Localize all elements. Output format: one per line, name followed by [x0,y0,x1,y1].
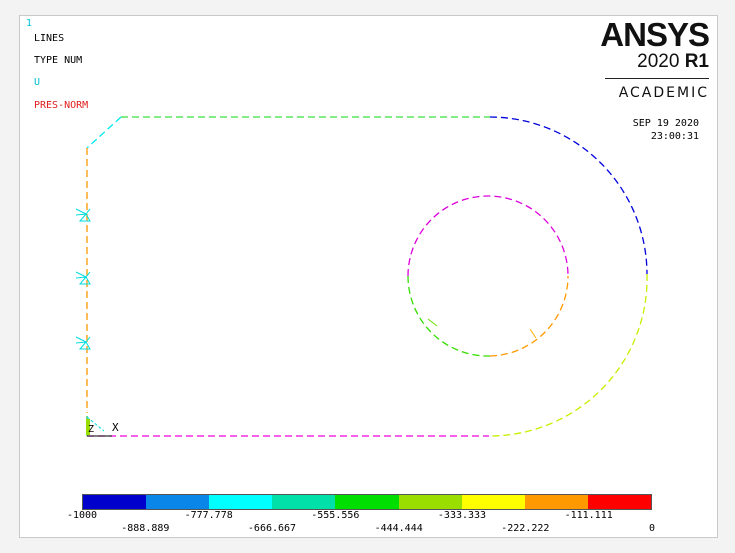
legend-label-top: -555.556 [311,510,360,521]
window-number: 1 [26,18,33,29]
ansys-brand: ANSYS [600,16,710,53]
legend-swatch [524,495,588,509]
model-arc-upper-right [489,116,648,275]
legend-swatch [461,495,525,509]
logo-divider [605,78,709,79]
plot-label-type-num: TYPE NUM [34,55,83,66]
legend-swatch [209,495,273,509]
legend-swatch [272,495,336,509]
triad-x-label: X [112,421,119,434]
legend-label-bottom: 0 [648,523,656,534]
legend-label-top: -777.778 [184,510,233,521]
model-hole-upper [407,195,569,277]
legend-swatch [146,495,210,509]
support-icon [75,271,91,285]
legend-swatch [83,495,147,509]
plot-label-lines: LINES [34,33,65,44]
legend-swatch [587,495,651,509]
legend-label-bottom: -888.889 [121,523,170,534]
release-year: 2020 [637,51,680,72]
release-label: 2020 R1 [600,52,709,72]
support-symbols [75,208,91,350]
plot-label-u: U [34,77,41,88]
model-line-chamfer [86,116,122,149]
legend-label-top: -111.111 [564,510,613,521]
model-hole-lower-right [489,275,569,357]
legend-swatch [398,495,462,509]
model-arc-lower-right [488,273,648,437]
model-plot: Z X [75,116,648,437]
support-icon [75,208,91,222]
ansys-logo: ANSYS 2020 R1 ACADEMIC [600,16,710,102]
coordinate-triad [86,416,112,437]
legend-label-top: -1000 [66,510,98,521]
triad-z-label: Z [88,424,94,435]
legend-label-bottom: -444.444 [374,523,423,534]
license-label: ACADEMIC [618,85,709,101]
pressure-marker-left [427,318,438,327]
legend-swatch [335,495,399,509]
release-tag: R1 [684,51,709,72]
graphics-viewport[interactable]: 1 LINES TYPE NUM U PRES-NORM ANSYS 2020 … [19,15,718,538]
contour-legend-bar [82,494,652,510]
time-label: 23:00:31 [650,131,699,142]
support-icon [75,336,91,350]
date-label: SEP 19 2020 [632,118,699,129]
plot-label-pres-norm: PRES-NORM [34,100,89,111]
pressure-marker-right [529,328,537,339]
timestamp: SEP 19 2020 23:00:31 [633,117,699,143]
legend-label-bottom: -666.667 [247,523,297,534]
model-hole-lower-left [407,275,491,357]
legend-label-bottom: -222.222 [501,523,550,534]
legend-label-top: -333.333 [437,510,487,521]
